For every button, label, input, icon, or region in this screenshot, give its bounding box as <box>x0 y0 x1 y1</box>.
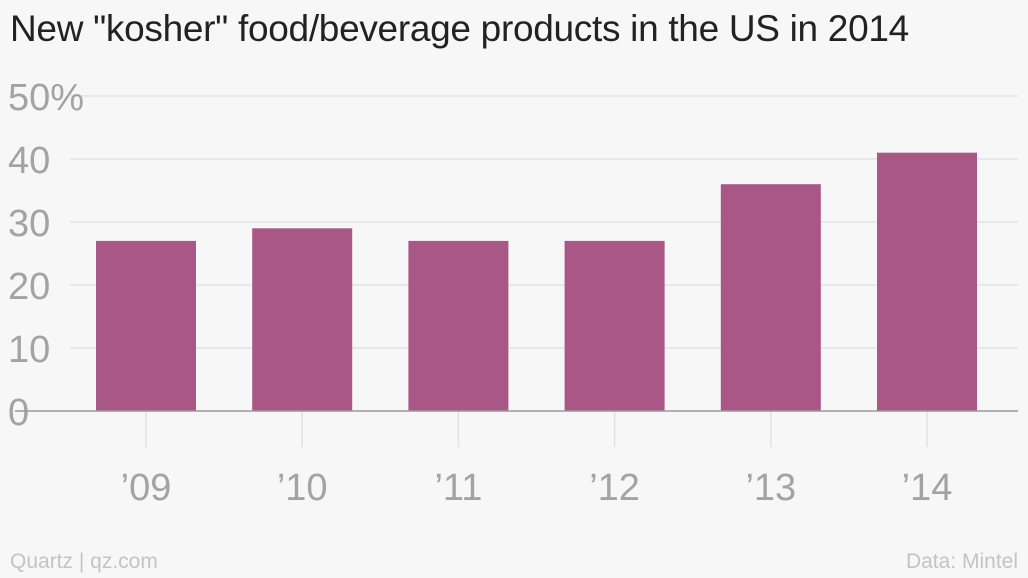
bar <box>96 240 196 411</box>
x-tick-label: ’13 <box>745 467 796 509</box>
bars <box>96 152 977 411</box>
x-axis-ticks: ’09 ’10 ’11 ’12 ’13 ’14 <box>121 467 953 509</box>
footer-source: Data: Mintel <box>905 550 1018 573</box>
x-tick-label: ’11 <box>434 467 482 509</box>
gridlines <box>70 95 1018 447</box>
x-tick-label: ’09 <box>121 467 172 509</box>
bar <box>564 240 665 411</box>
bar <box>877 152 977 411</box>
x-tick-label: ’14 <box>902 467 953 509</box>
y-tick-label: 40 <box>8 140 50 182</box>
y-tick-label: 0 <box>8 392 29 434</box>
y-tick-label: 20 <box>8 266 50 308</box>
bar <box>720 184 821 411</box>
x-tick-label: ’10 <box>277 467 328 509</box>
chart-title: New "kosher" food/beverage products in t… <box>10 8 909 49</box>
bar <box>252 228 353 411</box>
y-tick-label: 10 <box>8 329 50 371</box>
bar <box>408 240 509 411</box>
y-axis-ticks: 0 10 20 30 40 50% <box>8 77 84 434</box>
y-tick-label: 30 <box>8 203 50 245</box>
y-tick-label: 50% <box>8 77 84 119</box>
footer-credit: Quartz | qz.com <box>10 550 158 573</box>
x-tick-label: ’12 <box>589 467 640 509</box>
